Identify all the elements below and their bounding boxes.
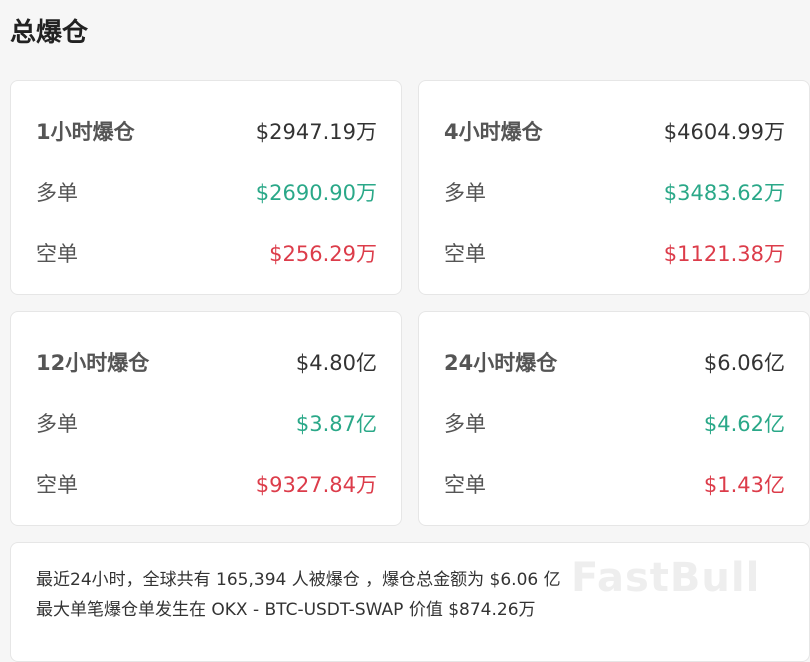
long-value: $4.62亿 — [703, 412, 785, 436]
total-value: $2947.19万 — [255, 120, 377, 144]
long-value: $2690.90万 — [255, 181, 377, 205]
short-value: $1121.38万 — [663, 242, 785, 266]
liquidation-card-12h: 12小时爆仓 $4.80亿 多单 $3.87亿 空单 $9327.84万 — [10, 311, 402, 526]
page-title: 总爆仓 — [10, 18, 89, 48]
total-row: 12小时爆仓 $4.80亿 — [36, 347, 377, 377]
summary-line-1: 最近24小时，全球共有 165,394 人被爆仓 ，爆仓总金额为 $6.06 亿 — [36, 570, 561, 590]
total-value: $6.06亿 — [703, 351, 785, 375]
total-row: 4小时爆仓 $4604.99万 — [444, 116, 785, 146]
fastbull-watermark: FastBull — [571, 555, 761, 601]
short-row: 空单 $256.29万 — [36, 238, 377, 268]
long-row: 多单 $3.87亿 — [36, 408, 377, 438]
summary-line-2: 最大单笔爆仓单发生在 OKX - BTC-USDT-SWAP 价值 $874.2… — [36, 600, 536, 620]
total-row: 1小时爆仓 $2947.19万 — [36, 116, 377, 146]
summary-card: FastBull 最近24小时，全球共有 165,394 人被爆仓 ，爆仓总金额… — [10, 542, 810, 662]
period-label: 12小时爆仓 — [36, 351, 150, 375]
total-row: 24小时爆仓 $6.06亿 — [444, 347, 785, 377]
short-row: 空单 $1121.38万 — [444, 238, 785, 268]
long-row: 多单 $4.62亿 — [444, 408, 785, 438]
short-value: $1.43亿 — [703, 473, 785, 497]
long-value: $3483.62万 — [663, 181, 785, 205]
period-label: 4小时爆仓 — [444, 120, 543, 144]
period-label: 24小时爆仓 — [444, 351, 558, 375]
short-label: 空单 — [36, 242, 78, 266]
short-label: 空单 — [444, 473, 486, 497]
short-label: 空单 — [444, 242, 486, 266]
period-label: 1小时爆仓 — [36, 120, 135, 144]
liquidation-card-4h: 4小时爆仓 $4604.99万 多单 $3483.62万 空单 $1121.38万 — [418, 80, 810, 295]
liquidation-card-24h: 24小时爆仓 $6.06亿 多单 $4.62亿 空单 $1.43亿 — [418, 311, 810, 526]
long-value: $3.87亿 — [295, 412, 377, 436]
short-value: $9327.84万 — [255, 473, 377, 497]
liquidation-card-1h: 1小时爆仓 $2947.19万 多单 $2690.90万 空单 $256.29万 — [10, 80, 402, 295]
long-row: 多单 $3483.62万 — [444, 177, 785, 207]
long-row: 多单 $2690.90万 — [36, 177, 377, 207]
short-row: 空单 $1.43亿 — [444, 469, 785, 499]
long-label: 多单 — [444, 412, 486, 436]
short-label: 空单 — [36, 473, 78, 497]
short-value: $256.29万 — [269, 242, 377, 266]
long-label: 多单 — [36, 181, 78, 205]
long-label: 多单 — [36, 412, 78, 436]
short-row: 空单 $9327.84万 — [36, 469, 377, 499]
total-value: $4.80亿 — [295, 351, 377, 375]
total-value: $4604.99万 — [663, 120, 785, 144]
summary-text: 最近24小时，全球共有 165,394 人被爆仓 ，爆仓总金额为 $6.06 亿… — [36, 565, 561, 625]
long-label: 多单 — [444, 181, 486, 205]
